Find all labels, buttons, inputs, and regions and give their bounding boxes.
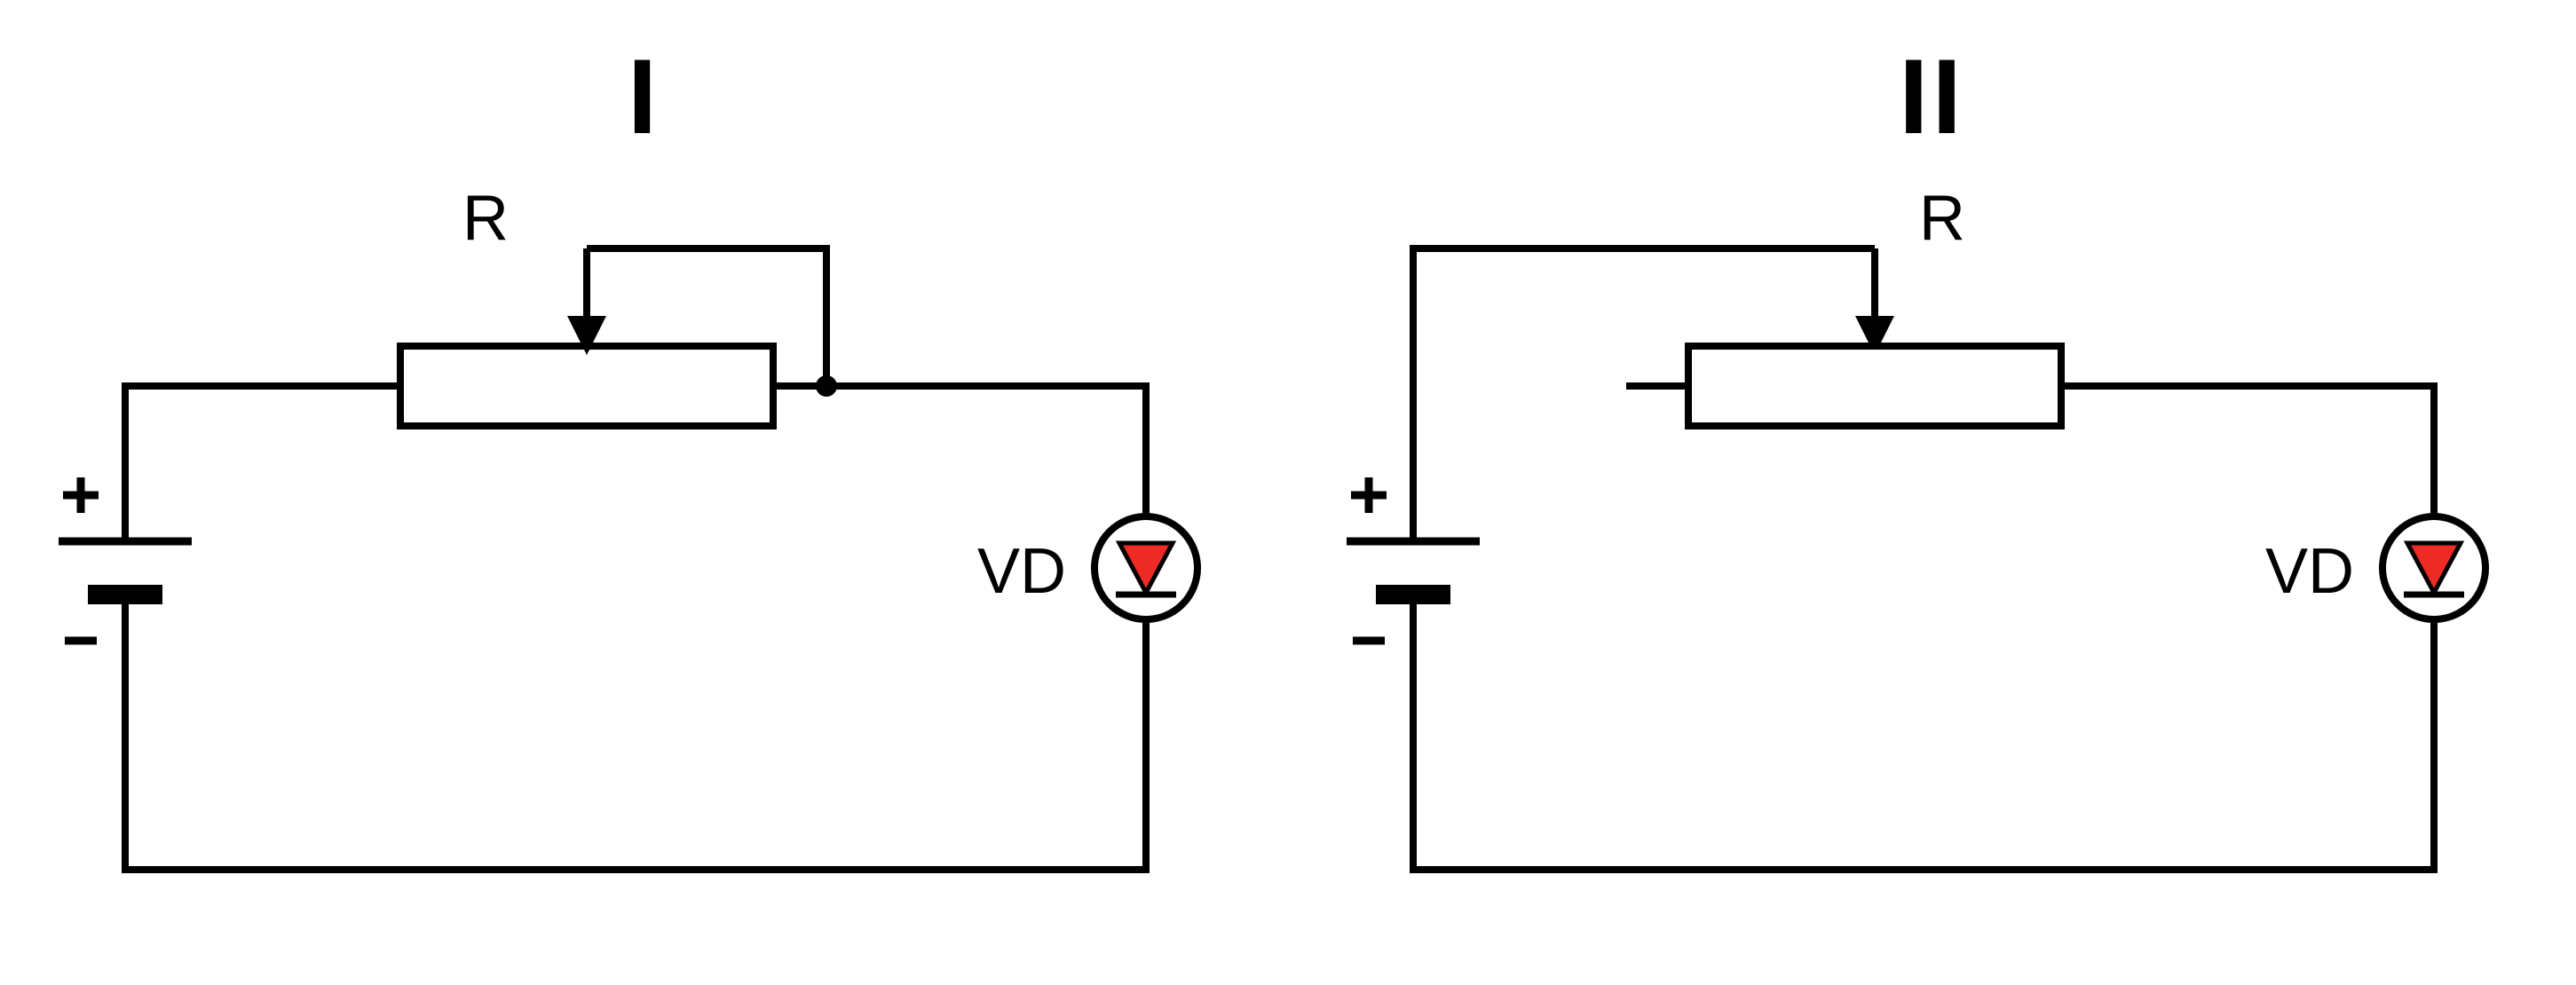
junction-dot [816,375,837,397]
circuit-panel-1: I R [0,0,1288,985]
wire [125,596,1146,870]
wire [2061,386,2434,516]
wire [773,386,1146,516]
resistor-label: R [1919,183,1965,254]
circuit-svg-1: R VD [54,0,1235,985]
wire [1413,596,2434,870]
diagram-container: I R [0,0,2576,985]
led-label: VD [977,536,1066,607]
resistor-body [1688,346,2061,426]
resistor-label: R [462,183,509,254]
wire [125,386,400,540]
resistor-body [400,346,773,426]
circuit-panel-2: II R VD [1288,0,2576,985]
led-label: VD [2265,536,2354,607]
circuit-svg-2: R VD [1342,0,2523,985]
led-triangle [1119,543,1173,593]
led-triangle [2407,543,2461,593]
